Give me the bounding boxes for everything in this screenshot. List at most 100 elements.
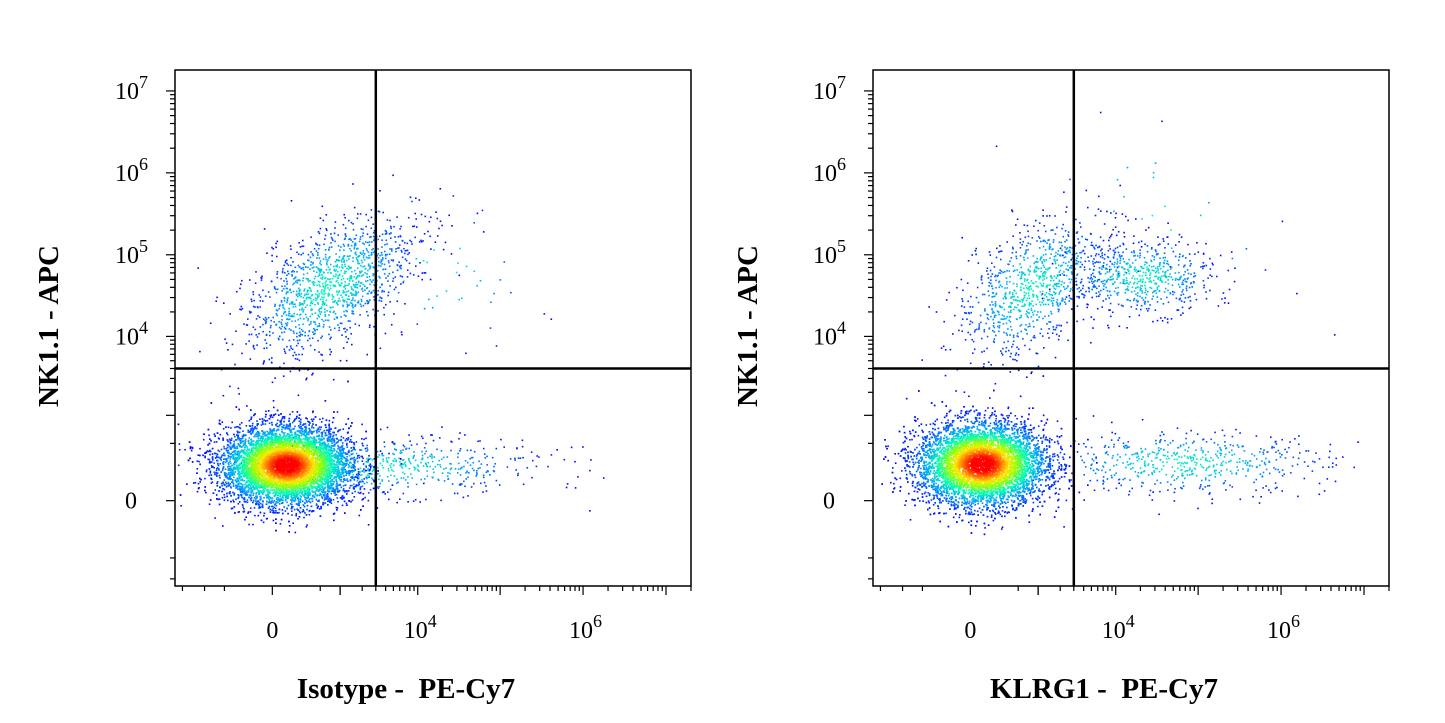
event-point	[316, 431, 318, 433]
event-point	[269, 501, 271, 503]
event-point	[217, 460, 219, 462]
event-point	[233, 501, 235, 503]
event-point	[308, 500, 310, 502]
event-point	[443, 457, 445, 459]
event-point	[262, 500, 264, 502]
event-point	[327, 486, 329, 488]
event-point	[265, 420, 267, 422]
event-point	[312, 510, 314, 512]
event-point	[336, 302, 338, 304]
event-point	[330, 306, 332, 308]
event-point	[362, 458, 364, 460]
event-point	[348, 220, 350, 222]
event-point	[310, 257, 312, 259]
event-point	[352, 472, 354, 474]
event-point	[493, 466, 495, 468]
event-point	[309, 429, 311, 431]
event-point	[485, 485, 487, 487]
event-point	[362, 443, 364, 445]
event-point	[312, 255, 314, 257]
event-point	[332, 296, 334, 298]
event-point	[295, 354, 297, 356]
event-point	[264, 432, 266, 434]
event-point	[301, 246, 303, 248]
event-point	[466, 266, 468, 268]
event-point	[373, 240, 375, 242]
event-point	[251, 299, 253, 301]
event-point	[358, 482, 360, 484]
event-point	[347, 284, 349, 286]
event-point	[387, 219, 389, 221]
event-point	[219, 477, 221, 479]
event-point	[371, 252, 373, 254]
event-point	[284, 418, 286, 420]
event-point	[355, 459, 357, 461]
event-point	[277, 277, 279, 279]
event-point	[305, 423, 307, 425]
event-point	[342, 299, 344, 301]
event-point	[299, 291, 301, 293]
event-point	[334, 227, 336, 229]
event-point	[408, 434, 410, 436]
event-point	[364, 483, 366, 485]
event-dots	[178, 175, 605, 534]
event-point	[239, 438, 241, 440]
event-point	[250, 311, 252, 313]
event-point	[359, 271, 361, 273]
event-point	[298, 324, 300, 326]
event-point	[461, 298, 463, 300]
event-point	[297, 314, 299, 316]
event-point	[290, 347, 292, 349]
event-point	[275, 247, 277, 249]
event-point	[356, 254, 358, 256]
event-point	[350, 439, 352, 441]
event-point	[358, 291, 360, 293]
event-point	[324, 302, 326, 304]
event-point	[234, 463, 236, 465]
event-point	[364, 259, 366, 261]
event-point	[307, 273, 309, 275]
event-point	[286, 259, 288, 261]
event-point	[355, 273, 357, 275]
event-point	[388, 260, 390, 262]
event-point	[287, 428, 289, 430]
event-point	[424, 453, 426, 455]
event-point	[406, 250, 408, 252]
event-point	[420, 479, 422, 481]
event-point	[297, 411, 299, 413]
event-point	[230, 486, 232, 488]
event-point	[343, 286, 345, 288]
event-point	[261, 276, 263, 278]
event-point	[245, 439, 247, 441]
event-point	[391, 250, 393, 252]
event-point	[275, 512, 277, 514]
event-point	[373, 296, 375, 298]
event-point	[252, 494, 254, 496]
event-point	[341, 436, 343, 438]
event-point	[350, 292, 352, 294]
event-point	[223, 459, 225, 461]
event-point	[388, 292, 390, 294]
event-point	[299, 331, 301, 333]
event-point	[248, 511, 250, 513]
event-point	[356, 441, 358, 443]
event-point	[338, 292, 340, 294]
event-point	[357, 287, 359, 289]
event-point	[405, 258, 407, 260]
event-point	[292, 349, 294, 351]
event-point	[315, 297, 317, 299]
event-point	[303, 290, 305, 292]
event-point	[323, 326, 325, 328]
event-point	[264, 513, 266, 515]
event-point	[236, 406, 238, 408]
event-point	[351, 313, 353, 315]
event-point	[228, 445, 230, 447]
event-point	[393, 465, 395, 467]
event-point	[317, 252, 319, 254]
event-point	[320, 515, 322, 517]
event-point	[282, 509, 284, 511]
event-point	[223, 446, 225, 448]
event-point	[432, 461, 434, 463]
event-point	[279, 424, 281, 426]
event-point	[441, 426, 443, 428]
